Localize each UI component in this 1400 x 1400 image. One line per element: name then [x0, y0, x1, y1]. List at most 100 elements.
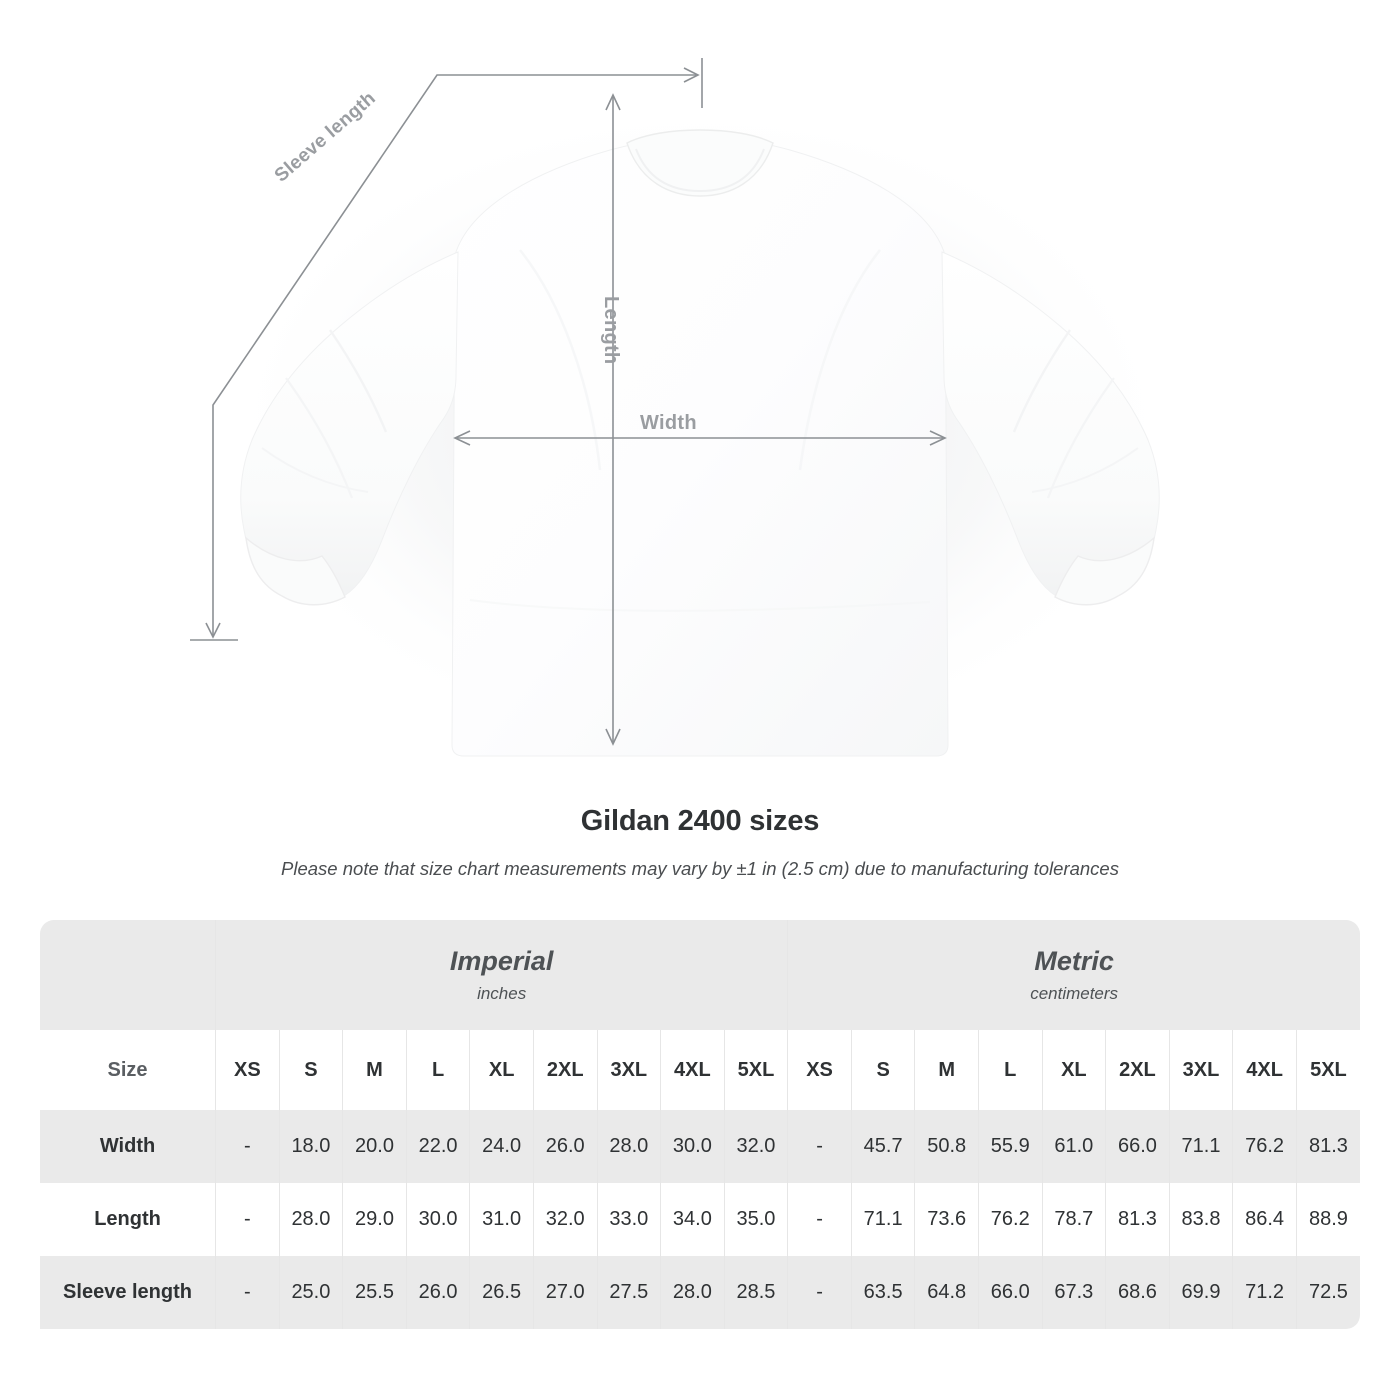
- table-row-length: Length -28.0 29.0 30.0 31.0 32.0 33.0 34.0 35.0-…: [40, 1183, 1360, 1256]
- cell-sleeve-length-metric-l: 66.0: [978, 1256, 1043, 1329]
- tolerance-note: Please note that size chart measurements…: [281, 858, 1119, 879]
- tshirt-diagram: [190, 58, 1180, 760]
- cell-length-imperial-3xl: 33.0: [597, 1183, 662, 1256]
- size-header-3xl: 3XL: [597, 1030, 662, 1110]
- cell-sleeve-length-imperial-xl: 26.5: [469, 1256, 534, 1329]
- cell-length-metric-3xl: 83.8: [1169, 1183, 1234, 1256]
- size-header-xs: XS: [215, 1030, 280, 1110]
- cell-sleeve-length-imperial-2xl: 27.0: [533, 1256, 598, 1329]
- cell-width-metric-m: 50.8: [914, 1110, 979, 1183]
- cell-sleeve-length-imperial-m: 25.5: [342, 1256, 407, 1329]
- cell-width-metric-2xl: 66.0: [1105, 1110, 1170, 1183]
- cell-sleeve-length-imperial-3xl: 27.5: [597, 1256, 662, 1329]
- cell-width-imperial-l: 22.0: [406, 1110, 471, 1183]
- size-chart-table: Imperial inches Metric centimeters Size XS S M L…: [40, 920, 1360, 1329]
- size-chart-table-wrapper: Imperial inches Metric centimeters Size XS S M L…: [40, 920, 1360, 1329]
- unit-band-row: Imperial inches Metric centimeters: [40, 920, 1360, 1030]
- cell-sleeve-length-imperial-s: 25.0: [279, 1256, 344, 1329]
- cell-length-imperial-l: 30.0: [406, 1183, 471, 1256]
- cell-length-metric-m: 73.6: [914, 1183, 979, 1256]
- cell-width-imperial-5xl: 32.0: [724, 1110, 789, 1183]
- unit-sub: inches: [477, 983, 527, 1003]
- cell-width-imperial-xl: 24.0: [469, 1110, 534, 1183]
- size-header-xs: XS: [787, 1030, 852, 1110]
- width-guide: [453, 430, 947, 446]
- cell-width-metric-4xl: 76.2: [1232, 1110, 1297, 1183]
- shirt-body: [451, 129, 949, 757]
- cell-sleeve-length-metric-xs: -: [787, 1256, 852, 1329]
- unit-name: Imperial: [449, 946, 554, 977]
- right-sleeve: [941, 251, 1160, 606]
- cell-sleeve-length-metric-xl: 67.3: [1042, 1256, 1107, 1329]
- cell-sleeve-length-metric-5xl: 72.5: [1296, 1256, 1360, 1329]
- cell-length-metric-xs: -: [787, 1183, 852, 1256]
- cell-length-metric-4xl: 86.4: [1232, 1183, 1297, 1256]
- table-row-sleeve-length: Sleeve length -25.0 25.5 26.0 26.5 27.0 27.5 28…: [40, 1256, 1360, 1329]
- cell-sleeve-length-metric-3xl: 69.9: [1169, 1256, 1234, 1329]
- cell-width-imperial-s: 18.0: [279, 1110, 344, 1183]
- cell-length-imperial-m: 29.0: [342, 1183, 407, 1256]
- cell-width-imperial-xs: -: [215, 1110, 280, 1183]
- size-header-label: Size: [40, 1030, 217, 1110]
- size-header-4xl: 4XL: [660, 1030, 725, 1110]
- size-header-s: S: [851, 1030, 916, 1110]
- unit-header-metric: Metric centimeters: [787, 920, 1360, 1030]
- cell-sleeve-length-metric-2xl: 68.6: [1105, 1256, 1170, 1329]
- cell-width-imperial-3xl: 28.0: [597, 1110, 662, 1183]
- size-header-2xl: 2XL: [533, 1030, 598, 1110]
- unit-band-spacer: [40, 920, 217, 1030]
- size-header-l: L: [406, 1030, 471, 1110]
- sleeve-length-guide: [190, 58, 703, 641]
- cell-sleeve-length-metric-4xl: 71.2: [1232, 1256, 1297, 1329]
- cell-sleeve-length-metric-s: 63.5: [851, 1256, 916, 1329]
- cell-width-imperial-2xl: 26.0: [533, 1110, 598, 1183]
- cell-sleeve-length-imperial-4xl: 28.0: [660, 1256, 725, 1329]
- cell-length-imperial-xs: -: [215, 1183, 280, 1256]
- size-header-2xl: 2XL: [1105, 1030, 1170, 1110]
- unit-sub: centimeters: [1030, 983, 1119, 1003]
- cell-length-imperial-xl: 31.0: [469, 1183, 534, 1256]
- cell-length-imperial-5xl: 35.0: [724, 1183, 789, 1256]
- left-sleeve: [240, 251, 459, 606]
- cell-sleeve-length-imperial-xs: -: [215, 1256, 280, 1329]
- cell-width-metric-s: 45.7: [851, 1110, 916, 1183]
- size-header-s: S: [279, 1030, 344, 1110]
- row-label-length: Length: [40, 1183, 217, 1256]
- unit-header-imperial: Imperial inches: [215, 920, 789, 1030]
- cell-length-imperial-2xl: 32.0: [533, 1183, 598, 1256]
- cell-sleeve-length-imperial-l: 26.0: [406, 1256, 471, 1329]
- length-label: Length: [600, 296, 622, 365]
- cell-length-metric-5xl: 88.9: [1296, 1183, 1360, 1256]
- page-title: Gildan 2400 sizes: [580, 805, 820, 837]
- cell-width-metric-xs: -: [787, 1110, 852, 1183]
- size-header-l: L: [978, 1030, 1043, 1110]
- size-header-m: M: [342, 1030, 407, 1110]
- cell-length-imperial-4xl: 34.0: [660, 1183, 725, 1256]
- cell-width-metric-3xl: 71.1: [1169, 1110, 1234, 1183]
- cell-width-metric-5xl: 81.3: [1296, 1110, 1360, 1183]
- cell-length-metric-xl: 78.7: [1042, 1183, 1107, 1256]
- size-header-4xl: 4XL: [1232, 1030, 1297, 1110]
- cell-sleeve-length-imperial-5xl: 28.5: [724, 1256, 789, 1329]
- cell-width-imperial-4xl: 30.0: [660, 1110, 725, 1183]
- size-header-xl: XL: [469, 1030, 534, 1110]
- length-guide: [605, 93, 621, 746]
- cell-length-metric-l: 76.2: [978, 1183, 1043, 1256]
- size-header-5xl: 5XL: [724, 1030, 789, 1110]
- unit-name: Metric: [1034, 946, 1114, 977]
- width-label: Width: [640, 412, 697, 434]
- cell-length-imperial-s: 28.0: [279, 1183, 344, 1256]
- size-header-3xl: 3XL: [1169, 1030, 1234, 1110]
- measurement-guides: [190, 58, 947, 746]
- cell-length-metric-s: 71.1: [851, 1183, 916, 1256]
- cell-width-metric-xl: 61.0: [1042, 1110, 1107, 1183]
- cell-length-metric-2xl: 81.3: [1105, 1183, 1170, 1256]
- row-label-width: Width: [40, 1110, 217, 1183]
- garment-illustration: Sleeve length Length Width: [190, 58, 1180, 760]
- row-label-sleeve-length: Sleeve length: [40, 1256, 217, 1329]
- cell-sleeve-length-metric-m: 64.8: [914, 1256, 979, 1329]
- size-header-m: M: [914, 1030, 979, 1110]
- cell-width-metric-l: 55.9: [978, 1110, 1043, 1183]
- size-header-xl: XL: [1042, 1030, 1107, 1110]
- cell-width-imperial-m: 20.0: [342, 1110, 407, 1183]
